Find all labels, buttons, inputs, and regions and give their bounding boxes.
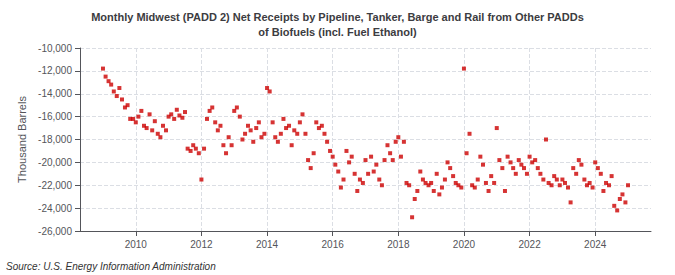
svg-text:2022: 2022 <box>518 239 541 250</box>
svg-text:-16,000: -16,000 <box>38 111 72 122</box>
svg-text:2014: 2014 <box>256 239 279 250</box>
svg-text:2020: 2020 <box>453 239 476 250</box>
svg-text:2012: 2012 <box>190 239 213 250</box>
svg-text:of Biofuels (incl. Fuel Ethano: of Biofuels (incl. Fuel Ethanol) <box>258 26 417 38</box>
svg-text:-12,000: -12,000 <box>38 65 72 76</box>
svg-text:-18,000: -18,000 <box>38 134 72 145</box>
svg-text:2024: 2024 <box>584 239 607 250</box>
svg-text:-22,000: -22,000 <box>38 180 72 191</box>
svg-text:-20,000: -20,000 <box>38 157 72 168</box>
svg-text:2010: 2010 <box>125 239 148 250</box>
svg-text:-26,000: -26,000 <box>38 226 72 237</box>
svg-text:-10,000: -10,000 <box>38 43 72 54</box>
svg-text:Monthly Midwest (PADD 2) Net R: Monthly Midwest (PADD 2) Net Receipts by… <box>91 11 584 23</box>
svg-text:2016: 2016 <box>322 239 345 250</box>
svg-text:2018: 2018 <box>387 239 410 250</box>
svg-text:-24,000: -24,000 <box>38 203 72 214</box>
svg-text:Thousand Barrels: Thousand Barrels <box>16 96 28 183</box>
svg-text:Source: U.S. Energy Informatio: Source: U.S. Energy Information Administ… <box>6 261 216 272</box>
svg-text:-14,000: -14,000 <box>38 88 72 99</box>
